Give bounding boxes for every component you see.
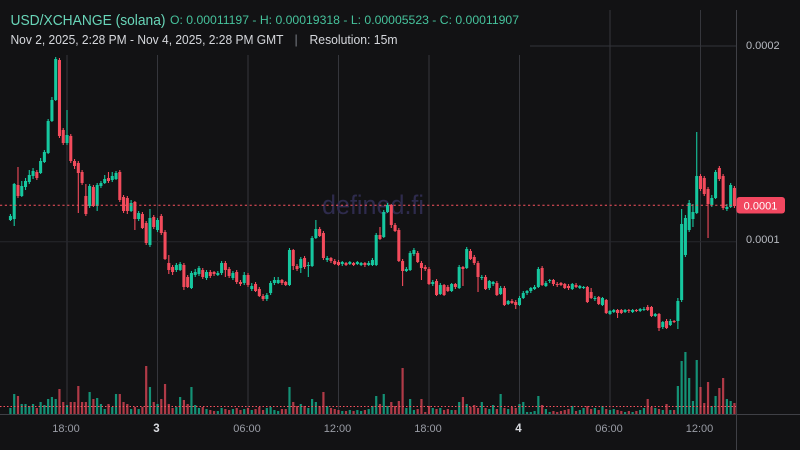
svg-text:Resolution: 15m: Resolution: 15m (310, 33, 398, 47)
svg-text:12:00: 12:00 (324, 423, 352, 435)
svg-text:O: 0.00011197 - H: 0.00019318: O: 0.00011197 - H: 0.00019318 - L: 0.000… (170, 13, 519, 27)
svg-text:12:00: 12:00 (686, 423, 714, 435)
svg-text:3: 3 (153, 423, 159, 435)
svg-text:18:00: 18:00 (52, 423, 80, 435)
svg-text:4: 4 (515, 423, 522, 435)
svg-text:18:00: 18:00 (414, 423, 442, 435)
svg-text:|: | (295, 33, 298, 47)
svg-text:0.0002: 0.0002 (746, 40, 780, 52)
svg-text:defined.fi: defined.fi (322, 190, 424, 220)
svg-text:0.0001: 0.0001 (746, 234, 780, 246)
svg-text:06:00: 06:00 (595, 423, 623, 435)
svg-text:USD/XCHANGE (solana): USD/XCHANGE (solana) (11, 13, 166, 29)
svg-text:0.0001: 0.0001 (744, 201, 778, 213)
svg-text:Nov 2, 2025, 2:28 PM - Nov 4,: Nov 2, 2025, 2:28 PM - Nov 4, 2025, 2:28… (11, 33, 284, 47)
svg-text:06:00: 06:00 (233, 423, 261, 435)
